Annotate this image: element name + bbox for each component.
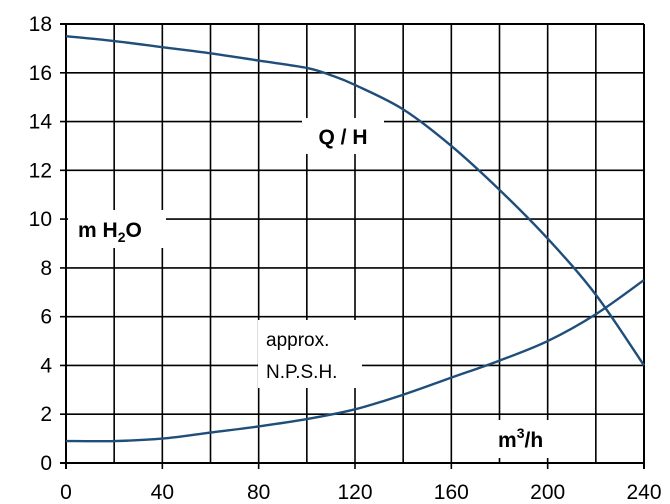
- x-axis-label: m3/h: [498, 425, 543, 452]
- grid: [60, 23, 645, 469]
- y-tick-label: 0: [40, 452, 52, 475]
- y-tick-label: 18: [29, 13, 52, 36]
- x-tick-label: 200: [530, 481, 565, 504]
- x-tick-label: 120: [337, 481, 372, 504]
- curves: [65, 35, 645, 443]
- npsh-label-line2: N.P.S.H.: [266, 362, 337, 383]
- x-tick-label: 0: [60, 481, 72, 504]
- y-tick-label: 10: [29, 208, 52, 231]
- y-tick-label: 14: [29, 111, 53, 134]
- y-tick-label: 4: [40, 354, 52, 377]
- y-tick-label: 8: [40, 257, 52, 280]
- y-tick-label: 16: [29, 62, 52, 85]
- x-tick-label: 160: [434, 481, 469, 504]
- qh-curve: [65, 35, 645, 367]
- npsh-label-line1: approx.: [266, 330, 329, 351]
- y-tick-label: 6: [40, 306, 52, 329]
- x-tick-label: 40: [151, 481, 174, 504]
- qh-label: Q / H: [318, 126, 367, 149]
- y-tick-label: 12: [29, 159, 52, 182]
- y-axis-label-box: m H2O: [68, 210, 166, 248]
- npsh-label-box: approx. N.P.S.H.: [258, 320, 362, 388]
- x-tick-label: 80: [247, 481, 270, 504]
- tick-labels: 0 2 4 6 8 10 12 14 16 18 0 40 80 120 160 200 240: [29, 13, 662, 504]
- x-tick-label: 240: [626, 481, 661, 504]
- qh-label-box: Q / H: [302, 118, 384, 154]
- y-axis-label: m H2O: [78, 219, 142, 245]
- y-tick-label: 2: [40, 403, 52, 426]
- npsh-curve: [65, 279, 645, 443]
- x-axis-label-box: m3/h: [490, 420, 592, 458]
